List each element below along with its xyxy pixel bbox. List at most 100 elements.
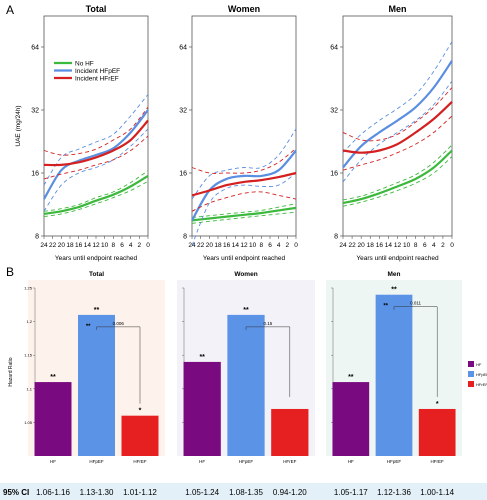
line-chart-total: Total816326424 22 20 18 16 14 12 10 8 6 4 2 0Years u… — [15, 4, 150, 262]
panel-a-letter: A — [6, 3, 14, 17]
y-tick-label: 1.2 — [26, 319, 32, 324]
y-tick-label: 1.05 — [24, 420, 33, 425]
y-tick-label: 8 — [334, 234, 338, 241]
significance-marker: ** — [50, 374, 56, 381]
legend-label: Incident HFpEF — [75, 68, 120, 75]
x-tick-label: HF — [348, 459, 354, 464]
x-tick-label: 12 — [240, 242, 248, 249]
x-tick-label: 10 — [249, 242, 257, 249]
chart-title: Women — [228, 4, 260, 14]
y-tick-label: 8 — [35, 234, 39, 241]
x-axis-label: Years until endpoint reached — [55, 255, 138, 262]
bar-hfref — [271, 409, 308, 456]
bar-hfref — [419, 409, 456, 456]
x-tick-label: 22 — [348, 242, 356, 249]
y-tick-label: 8 — [183, 234, 187, 241]
y-tick-label: 32 — [179, 107, 187, 114]
significance-marker: ** — [243, 307, 249, 314]
x-axis-label: Years until endpoint reached — [356, 255, 439, 262]
y-tick-label: 32 — [330, 107, 338, 114]
x-tick-label: 16 — [75, 242, 83, 249]
legend-swatch — [468, 381, 474, 387]
x-tick-label: HF — [50, 459, 56, 464]
y-tick-label: 1.25 — [24, 286, 33, 291]
ci-value: 1.00-1.14 — [420, 488, 454, 497]
y-tick-label: 64 — [179, 44, 187, 51]
bar-hf — [35, 382, 72, 456]
x-tick-label: 12 — [394, 242, 402, 249]
bar-hf — [332, 382, 369, 456]
x-tick-label: 16 — [223, 242, 231, 249]
x-tick-label: 6 — [268, 242, 272, 249]
x-tick-label: 14 — [385, 242, 393, 249]
legend-label: HFpEF — [476, 372, 487, 377]
significance-marker: ** — [94, 307, 100, 314]
legend-label: Incident HFrEF — [75, 75, 119, 82]
bracket-significance: ** — [86, 324, 91, 330]
x-tick-label: 20 — [58, 242, 66, 249]
legend-label: HFrEF — [476, 382, 487, 387]
ci-value: 1.12-1.36 — [377, 488, 411, 497]
legend-swatch — [468, 361, 474, 367]
bar-hfpef — [376, 295, 413, 456]
y-tick-label: 64 — [31, 44, 39, 51]
legend-label: No HF — [75, 60, 94, 67]
chart-title: Men — [389, 4, 407, 14]
panel-b-bar-charts: Total1.051.11.151.21.25Hazard Ratio **HF*… — [8, 271, 487, 464]
significance-marker: ** — [199, 354, 205, 361]
bar-chart-men: Men**HF**HFpEF*HFrEF0.011** — [326, 271, 462, 464]
x-tick-label: HFpEF — [387, 459, 402, 464]
bar-hfpef — [78, 315, 115, 456]
y-tick-label: 64 — [330, 44, 338, 51]
bar-hf — [184, 362, 221, 456]
x-axis-label: Years until endpoint reached — [203, 255, 286, 262]
x-tick-label: 8 — [260, 242, 264, 249]
x-tick-label: HFpEF — [239, 459, 254, 464]
x-tick-label: 6 — [120, 242, 124, 249]
x-tick-label: 18 — [367, 242, 375, 249]
y-tick-label: 16 — [179, 170, 187, 177]
x-tick-label: 22 — [197, 242, 205, 249]
ci-value: 1.05-1.24 — [185, 488, 219, 497]
legend-label: HF — [476, 362, 482, 367]
ci-label: 95% CI — [3, 488, 29, 497]
x-tick-label: HFrEF — [431, 459, 444, 464]
x-tick-label: 24 — [339, 242, 347, 249]
x-tick-label: 10 — [403, 242, 411, 249]
x-tick-label: 20 — [206, 242, 214, 249]
bar-hfref — [122, 416, 159, 456]
bracket-p-value: 0.006 — [113, 321, 125, 326]
y-tick-label: 1.1 — [26, 386, 32, 391]
legend-swatch — [468, 371, 474, 377]
bar-chart-total: Total 1.05 1.1 1.15 1.2 1.25 Hazard Ratio ** HF *… — [8, 271, 165, 464]
line-chart-women: Women816326424 22 20 18 16 14 12 10 8 6 4 2 0Years u… — [179, 4, 298, 262]
x-tick-label: 24 — [40, 242, 48, 249]
x-tick-label: 14 — [232, 242, 240, 249]
x-tick-label: 2 — [138, 242, 142, 249]
x-tick-label: HFpEF — [89, 459, 104, 464]
x-tick-label: 14 — [84, 242, 92, 249]
ci-value: 1.08-1.35 — [229, 488, 263, 497]
x-tick-label: 22 — [49, 242, 57, 249]
bar-hfpef — [227, 315, 264, 456]
ci-row: 95% CI 1.06-1.16 1.13-1.30 1.01-1.12 1.05-1.… — [0, 483, 487, 500]
y-tick-label: 16 — [330, 170, 338, 177]
x-tick-label: 20 — [358, 242, 366, 249]
bracket-p-value: 0.15 — [264, 321, 273, 326]
x-tick-label: 4 — [277, 242, 281, 249]
x-tick-label: 0 — [450, 242, 454, 249]
x-tick-label: 0 — [146, 242, 150, 249]
x-tick-label: 4 — [432, 242, 436, 249]
x-tick-label: 2 — [286, 242, 290, 249]
significance-marker: * — [139, 408, 142, 415]
significance-marker: * — [436, 401, 439, 408]
x-tick-label: 8 — [112, 242, 116, 249]
x-tick-label: 18 — [214, 242, 222, 249]
x-tick-label: 16 — [376, 242, 384, 249]
ci-value: 1.13-1.30 — [80, 488, 114, 497]
x-tick-label: 2 — [441, 242, 445, 249]
chart-title: Total — [86, 4, 107, 14]
bar-legend: HF HFpEF HFrEF — [468, 361, 487, 387]
